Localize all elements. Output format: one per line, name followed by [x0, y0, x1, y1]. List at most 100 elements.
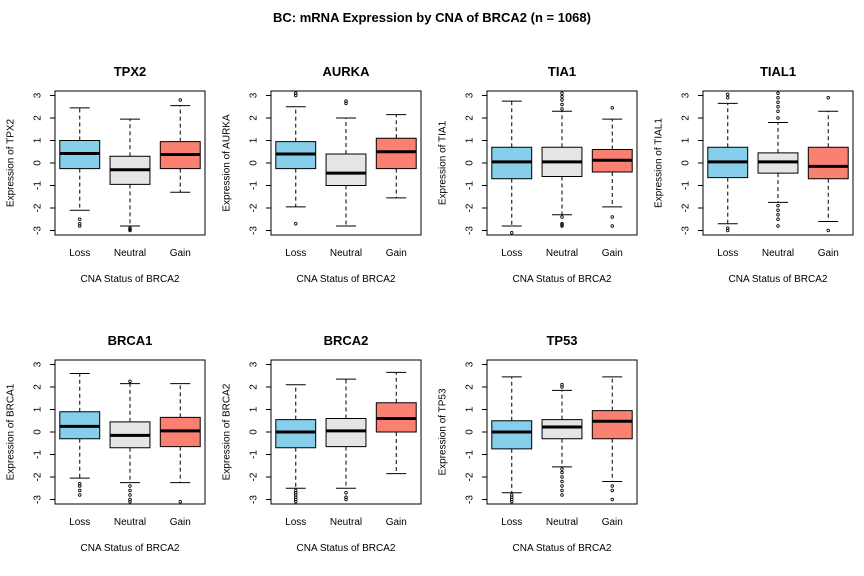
- panel-tia1: TIA1 -3 -2 -1 0 1 2 3 Expression of TIA1 Loss Neut…: [438, 64, 638, 285]
- x-axis-label: CNA Status of BRCA2: [513, 543, 612, 554]
- outlier-point: [510, 500, 514, 504]
- outlier-point: [560, 475, 564, 479]
- outlier-point: [560, 383, 564, 387]
- outlier-point: [128, 500, 132, 504]
- y-tick-label: 2: [681, 115, 692, 121]
- y-axis-label: Expression of TIAL1: [654, 118, 665, 208]
- x-axis-label: CNA Status of BRCA2: [297, 543, 396, 554]
- y-tick-label: -3: [249, 495, 260, 504]
- y-tick-label: -1: [681, 181, 692, 190]
- iqr-box: [541, 419, 583, 440]
- panel-title: TP53: [546, 333, 577, 348]
- panel-title: TIAL1: [760, 64, 796, 79]
- outlier-point: [78, 484, 82, 488]
- y-tick-label: -1: [33, 181, 44, 190]
- y-tick-label: 3: [681, 92, 692, 98]
- outlier-point: [294, 222, 298, 226]
- box-gain: [591, 106, 633, 228]
- y-axis-label: Expression of BRCA2: [222, 383, 233, 480]
- iqr-box: [325, 153, 367, 186]
- box-loss: [491, 376, 533, 504]
- y-axis-label: Expression of AURKA: [222, 114, 233, 212]
- box-neutral: [325, 378, 367, 502]
- y-tick-label: 1: [249, 137, 260, 143]
- x-tick-label: Loss: [501, 248, 522, 259]
- box-neutral: [541, 383, 583, 497]
- panel-title: TPX2: [114, 64, 147, 79]
- x-tick-label: Neutral: [546, 517, 578, 528]
- x-tick-label: Gain: [602, 517, 623, 528]
- outlier-point: [78, 488, 82, 493]
- outlier-point: [560, 91, 564, 95]
- y-tick-label: -1: [465, 450, 476, 459]
- panel-tpx2: TPX2 -3 -2 -1 0 1 2 3 Expression of TPX2 Loss Neut…: [6, 64, 206, 285]
- y-tick-label: 1: [33, 406, 44, 412]
- outlier-point: [826, 228, 830, 233]
- x-tick-label: Neutral: [114, 517, 146, 528]
- x-tick-label: Neutral: [330, 248, 362, 259]
- y-tick-label: 1: [681, 137, 692, 143]
- y-tick-label: 0: [465, 160, 476, 166]
- outlier-point: [128, 488, 132, 493]
- outlier-point: [560, 98, 564, 102]
- outlier-point: [560, 470, 564, 475]
- x-axis-label: CNA Status of BRCA2: [81, 274, 180, 285]
- box-gain: [375, 114, 417, 199]
- box-gain: [591, 376, 633, 502]
- y-tick-label: 2: [249, 384, 260, 390]
- box-gain: [807, 96, 849, 233]
- outlier-point: [560, 102, 564, 107]
- x-tick-label: Loss: [717, 248, 738, 259]
- outlier-point: [776, 116, 780, 120]
- x-tick-label: Gain: [170, 517, 191, 528]
- x-tick-label: Neutral: [114, 248, 146, 259]
- y-tick-label: 1: [465, 406, 476, 412]
- box-loss: [491, 100, 533, 235]
- outlier-point: [610, 106, 614, 110]
- y-tick-label: 3: [465, 361, 476, 367]
- y-axis-label: Expression of TIA1: [438, 120, 449, 205]
- iqr-box: [491, 420, 533, 450]
- outlier-point: [726, 228, 730, 233]
- panel-tial1: TIAL1 -3 -2 -1 0 1 2 3 Expression of TIAL1 Loss Ne…: [654, 64, 854, 285]
- outlier-point: [726, 96, 730, 100]
- x-tick-label: Neutral: [762, 248, 794, 259]
- x-tick-label: Gain: [386, 248, 407, 259]
- y-tick-label: 3: [249, 361, 260, 367]
- y-tick-label: 2: [249, 115, 260, 121]
- outlier-point: [344, 497, 348, 502]
- y-tick-label: 3: [465, 92, 476, 98]
- outlier-point: [776, 213, 780, 217]
- outlier-point: [178, 98, 182, 102]
- outlier-point: [128, 379, 132, 384]
- x-tick-label: Gain: [170, 248, 191, 259]
- y-tick-label: -3: [249, 226, 260, 235]
- outlier-point: [776, 91, 780, 95]
- outlier-point: [344, 99, 348, 103]
- y-axis-label: Expression of TP53: [438, 388, 449, 476]
- y-tick-label: -1: [249, 450, 260, 459]
- x-tick-label: Gain: [818, 248, 839, 259]
- outlier-point: [560, 467, 564, 471]
- box-neutral: [109, 379, 151, 504]
- y-tick-label: -2: [249, 203, 260, 212]
- panel-title: TIA1: [548, 64, 576, 79]
- x-tick-label: Neutral: [330, 517, 362, 528]
- outlier-point: [128, 493, 132, 497]
- y-tick-label: -1: [465, 181, 476, 190]
- outlier-point: [726, 92, 730, 97]
- y-tick-label: 1: [465, 137, 476, 143]
- x-tick-label: Loss: [285, 517, 306, 528]
- box-gain: [159, 383, 201, 504]
- outlier-point: [776, 105, 780, 109]
- y-tick-label: -2: [249, 472, 260, 481]
- outlier-point: [560, 479, 564, 484]
- iqr-box: [325, 418, 367, 448]
- iqr-box: [591, 410, 633, 440]
- panel-title: AURKA: [323, 64, 371, 79]
- y-tick-label: -1: [249, 181, 260, 190]
- y-tick-label: 0: [681, 160, 692, 166]
- panel-title: BRCA2: [324, 333, 369, 348]
- box-neutral: [109, 118, 151, 233]
- x-tick-label: Loss: [69, 517, 90, 528]
